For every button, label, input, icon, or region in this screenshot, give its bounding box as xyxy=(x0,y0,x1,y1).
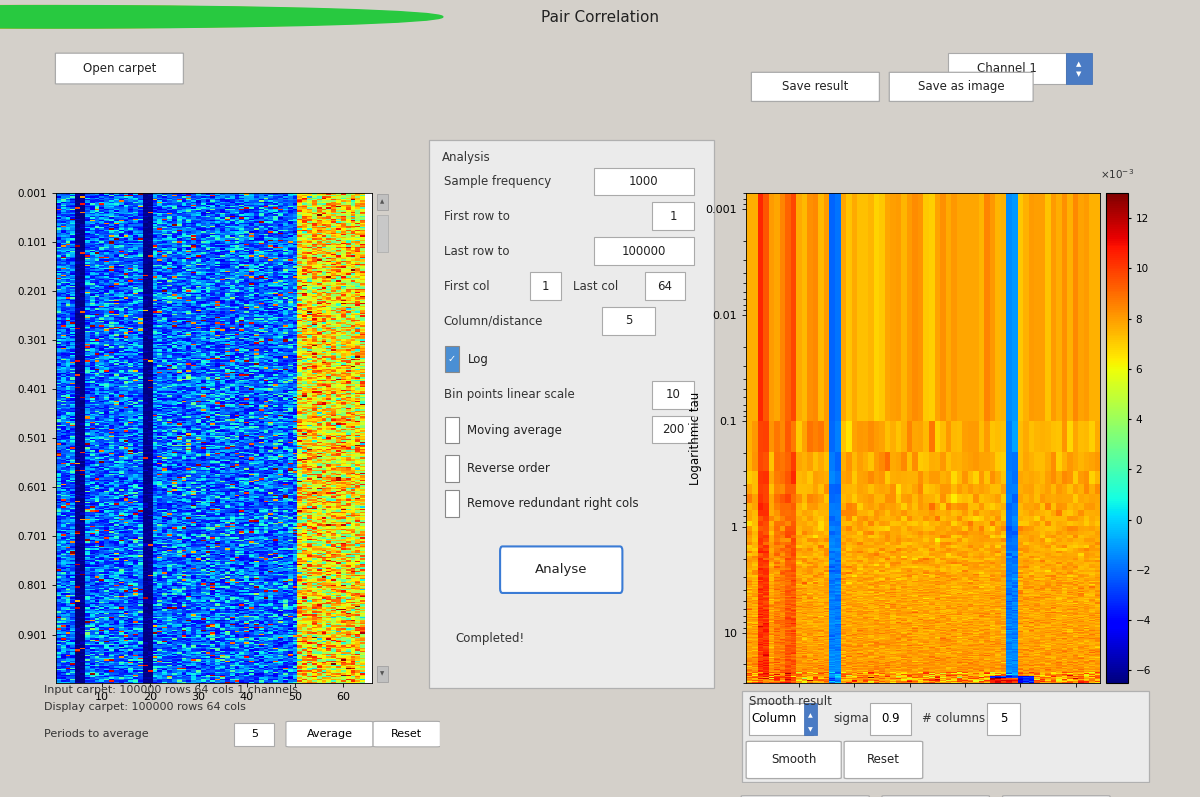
Text: Save as image: Save as image xyxy=(918,80,1004,93)
FancyBboxPatch shape xyxy=(743,691,1150,782)
Text: ▲: ▲ xyxy=(1076,61,1081,67)
FancyBboxPatch shape xyxy=(653,202,694,230)
FancyBboxPatch shape xyxy=(1066,53,1092,84)
FancyBboxPatch shape xyxy=(653,381,694,409)
Text: 1: 1 xyxy=(542,280,550,292)
FancyBboxPatch shape xyxy=(377,215,388,252)
Text: 5: 5 xyxy=(625,315,632,328)
Text: Channel 1: Channel 1 xyxy=(977,62,1037,75)
FancyBboxPatch shape xyxy=(746,741,841,779)
Text: 0.9: 0.9 xyxy=(881,712,900,725)
FancyBboxPatch shape xyxy=(373,721,440,747)
Text: Last col: Last col xyxy=(574,280,618,292)
Text: First col: First col xyxy=(444,280,490,292)
Y-axis label: Logarithmic tau: Logarithmic tau xyxy=(689,391,702,485)
Text: ✓: ✓ xyxy=(448,354,456,364)
FancyBboxPatch shape xyxy=(444,417,458,443)
FancyBboxPatch shape xyxy=(882,795,990,797)
Text: 64: 64 xyxy=(658,280,672,292)
Text: sigma: sigma xyxy=(833,712,869,725)
Text: Bin points linear scale: Bin points linear scale xyxy=(444,388,575,401)
FancyBboxPatch shape xyxy=(870,703,911,735)
Text: Analyse: Analyse xyxy=(535,563,588,576)
Text: ▼: ▼ xyxy=(380,672,384,677)
FancyBboxPatch shape xyxy=(55,53,184,84)
Text: $\times10^{-3}$: $\times10^{-3}$ xyxy=(1100,167,1134,181)
Text: 100000: 100000 xyxy=(622,245,666,257)
FancyBboxPatch shape xyxy=(750,703,814,735)
FancyBboxPatch shape xyxy=(500,547,623,593)
Text: Periods to average: Periods to average xyxy=(44,729,149,740)
FancyBboxPatch shape xyxy=(594,167,694,195)
Text: Remove redundant right cols: Remove redundant right cols xyxy=(468,497,640,510)
Text: Display carpet: 100000 rows 64 cols: Display carpet: 100000 rows 64 cols xyxy=(44,702,246,713)
Text: Smooth result: Smooth result xyxy=(750,695,833,708)
FancyBboxPatch shape xyxy=(804,703,816,735)
FancyBboxPatch shape xyxy=(889,73,1033,101)
FancyBboxPatch shape xyxy=(948,53,1066,84)
Circle shape xyxy=(0,6,421,28)
Text: Open carpet: Open carpet xyxy=(83,62,156,75)
Text: ▲: ▲ xyxy=(808,713,812,718)
FancyBboxPatch shape xyxy=(428,139,714,689)
FancyBboxPatch shape xyxy=(444,455,458,481)
Text: Moving average: Moving average xyxy=(468,423,563,437)
FancyBboxPatch shape xyxy=(286,721,373,747)
Text: 10: 10 xyxy=(666,388,680,401)
FancyBboxPatch shape xyxy=(646,273,685,300)
Text: ▲: ▲ xyxy=(380,199,384,204)
FancyBboxPatch shape xyxy=(1002,795,1110,797)
FancyBboxPatch shape xyxy=(602,307,655,335)
Text: Reverse order: Reverse order xyxy=(468,461,551,475)
Text: Save result: Save result xyxy=(782,80,848,93)
Text: Sample frequency: Sample frequency xyxy=(444,175,551,188)
Text: 5: 5 xyxy=(251,729,258,739)
FancyBboxPatch shape xyxy=(444,346,458,372)
Circle shape xyxy=(0,6,400,28)
FancyBboxPatch shape xyxy=(653,416,694,443)
Text: Pair Correlation: Pair Correlation xyxy=(541,10,659,25)
FancyBboxPatch shape xyxy=(234,723,274,745)
FancyBboxPatch shape xyxy=(844,741,923,779)
Text: Completed!: Completed! xyxy=(456,632,524,645)
Text: 200: 200 xyxy=(662,423,684,436)
Text: ▼: ▼ xyxy=(1076,72,1081,77)
Text: Last row to: Last row to xyxy=(444,245,509,257)
Text: Average: Average xyxy=(306,729,353,739)
Text: # columns: # columns xyxy=(922,712,985,725)
Text: Analysis: Analysis xyxy=(442,151,491,164)
Circle shape xyxy=(0,6,443,28)
FancyBboxPatch shape xyxy=(988,703,1020,735)
FancyBboxPatch shape xyxy=(377,665,388,681)
Text: Input carpet: 100000 rows 64 cols 1 channels: Input carpet: 100000 rows 64 cols 1 chan… xyxy=(44,685,299,695)
Text: 5: 5 xyxy=(1000,712,1008,725)
Text: Column: Column xyxy=(751,712,797,725)
Text: Smooth: Smooth xyxy=(772,753,816,767)
Text: Reset: Reset xyxy=(866,753,900,767)
FancyBboxPatch shape xyxy=(751,73,880,101)
FancyBboxPatch shape xyxy=(594,238,694,265)
Text: ▼: ▼ xyxy=(808,728,812,732)
Text: First row to: First row to xyxy=(444,210,510,223)
FancyBboxPatch shape xyxy=(444,490,458,516)
Text: Column/distance: Column/distance xyxy=(444,315,544,328)
Text: 1000: 1000 xyxy=(629,175,659,188)
FancyBboxPatch shape xyxy=(742,795,869,797)
Text: Log: Log xyxy=(468,353,488,366)
Text: 1: 1 xyxy=(670,210,677,223)
FancyBboxPatch shape xyxy=(377,194,388,210)
FancyBboxPatch shape xyxy=(530,273,562,300)
Text: Reset: Reset xyxy=(391,729,422,739)
